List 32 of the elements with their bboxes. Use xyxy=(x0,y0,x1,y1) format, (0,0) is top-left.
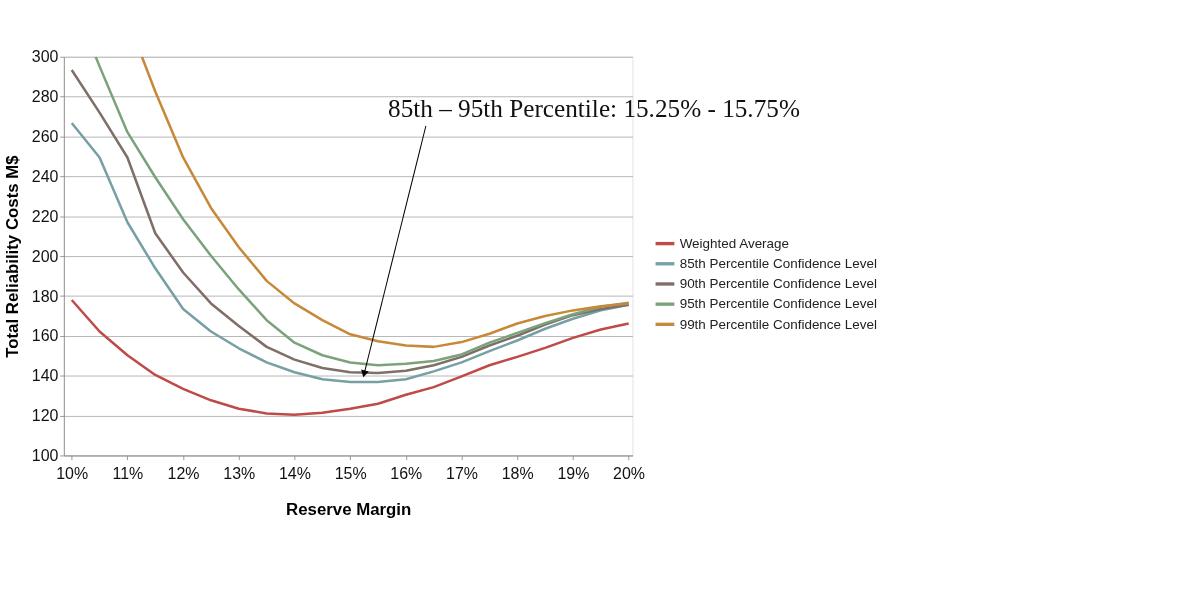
line-series xyxy=(70,121,630,384)
legend-label: 95th Percentile Confidence Level xyxy=(679,296,877,312)
x-tick-label: 17% xyxy=(446,465,478,483)
y-tick-label: 100 xyxy=(31,446,59,464)
x-axis-title: Reserve Margin xyxy=(286,499,412,519)
y-tick-label: 140 xyxy=(31,367,59,385)
y-tick-label: 300 xyxy=(31,48,59,66)
line-series xyxy=(70,298,630,417)
legend-label: 90th Percentile Confidence Level xyxy=(679,276,877,292)
x-tick-label: 19% xyxy=(557,465,590,483)
x-tick-label: 15% xyxy=(334,465,367,483)
x-tick-label: 16% xyxy=(390,465,423,483)
x-tick-label: 12% xyxy=(167,465,200,483)
y-tick-label: 260 xyxy=(31,128,59,146)
y-axis-title: Total Reliability Costs M$ xyxy=(3,154,23,358)
y-tick-label: 180 xyxy=(31,287,59,305)
x-tick-label: 18% xyxy=(501,465,534,483)
y-tick-label: 240 xyxy=(31,167,59,185)
x-tick-label: 13% xyxy=(223,465,256,483)
y-tick-label: 280 xyxy=(31,88,59,106)
annotation: 85th – 95th Percentile: 15.25% - 15.75% xyxy=(388,94,800,122)
x-tick-label: 20% xyxy=(613,465,646,483)
y-tick-label: 160 xyxy=(31,327,59,345)
x-tick-label: 11% xyxy=(112,465,144,483)
legend-label: Weighted Average xyxy=(679,235,789,251)
legend-label: 85th Percentile Confidence Level xyxy=(679,255,877,271)
y-tick-label: 120 xyxy=(31,407,59,425)
x-tick-label: 14% xyxy=(278,465,311,483)
y-tick-label: 200 xyxy=(31,247,59,265)
legend-label: 99th Percentile Confidence Level xyxy=(679,316,877,332)
y-tick-label: 220 xyxy=(31,207,59,225)
x-tick-label: 10% xyxy=(56,465,89,483)
